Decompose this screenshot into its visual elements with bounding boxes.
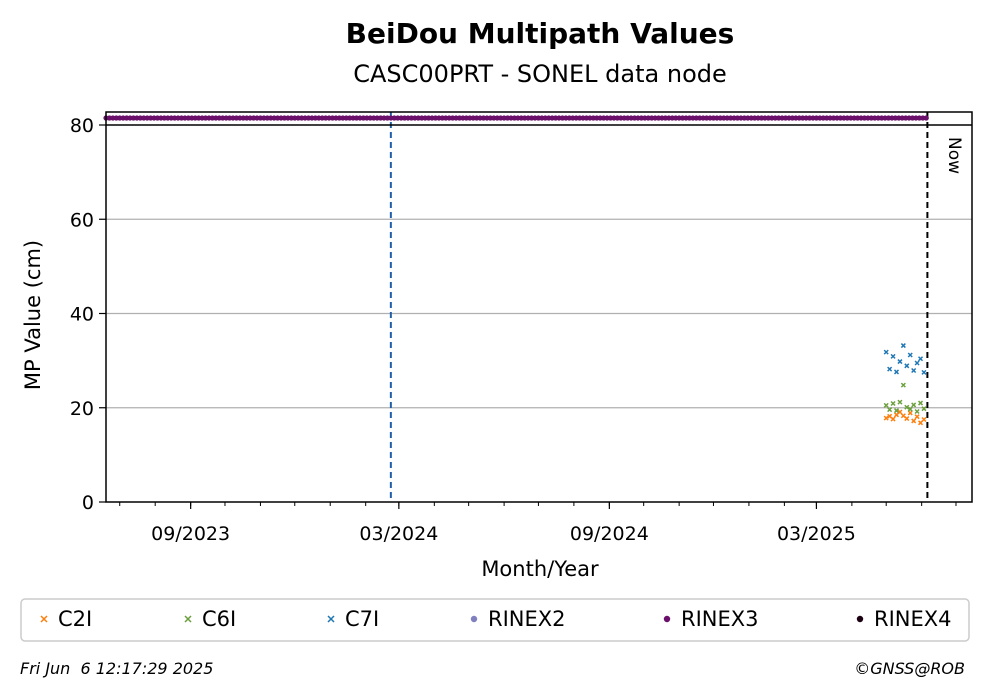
point-c2i	[890, 416, 896, 422]
legend-label-rinex4: RINEX4	[874, 607, 952, 631]
legend-box	[20, 598, 970, 642]
point-c6i	[904, 404, 910, 410]
point-c7i	[890, 353, 896, 359]
now-label: Now	[944, 137, 964, 174]
point-c2i	[921, 417, 927, 423]
point-c6i	[900, 382, 906, 388]
legend-label-rinex3: RINEX3	[681, 607, 759, 631]
point-c6i	[911, 402, 917, 408]
point-c2i	[914, 414, 920, 420]
legend-label-c6i: C6I	[202, 607, 236, 631]
y-tick-label: 0	[82, 492, 94, 514]
point-c6i	[914, 408, 920, 415]
legend-label-c7i: C7I	[345, 607, 379, 631]
x-axis-label: Month/Year	[481, 557, 599, 581]
point-c7i	[900, 343, 906, 349]
event-lines	[389, 112, 929, 502]
x-tick-label: 03/2024	[359, 523, 438, 545]
x-tick-label: 09/2023	[151, 523, 230, 545]
point-c6i	[907, 406, 913, 412]
point-c6i	[893, 408, 900, 414]
chart-subtitle: CASC00PRT - SONEL data node	[353, 60, 727, 88]
y-tick-label: 20	[70, 398, 94, 420]
point-c6i	[890, 400, 896, 407]
legend-marker-c2i	[40, 615, 48, 623]
y-tick-label: 40	[70, 304, 94, 326]
legend-marker-c7i	[327, 615, 335, 623]
point-c7i	[911, 367, 917, 374]
point-c7i	[887, 366, 893, 372]
point-c6i	[897, 399, 903, 405]
plot-frame	[106, 112, 972, 502]
point-c2i	[883, 415, 889, 421]
y-tick-label: 60	[70, 209, 94, 231]
footer-credit: ©GNSS@ROB	[854, 659, 965, 678]
footer-timestamp: Fri Jun 6 12:17:29 2025	[20, 659, 213, 678]
legend-label-c2i: C2I	[58, 607, 92, 631]
legend-marker-rinex2	[470, 615, 478, 623]
point-c6i	[883, 402, 889, 408]
legend-label-rinex2: RINEX2	[488, 607, 566, 631]
legend-marker-rinex4	[856, 615, 864, 623]
legend: C2I C6I C7I RINEX2 RINEX3 RINEX4	[20, 598, 970, 642]
plot-area: Now	[103, 111, 973, 503]
point-c2i	[904, 416, 910, 422]
point-c2i	[917, 420, 924, 426]
y-tick-label: 80	[70, 115, 94, 137]
point-c7i	[883, 349, 889, 355]
grid-lines	[106, 218, 972, 409]
point-c2i	[907, 410, 913, 416]
point-c7i	[921, 369, 927, 375]
axes: 0 20 40 60 80 09/2023 03/2024 09/2024 03/2025	[70, 115, 957, 545]
data-points	[103, 115, 929, 426]
point-c7i	[893, 369, 900, 375]
point-c6i	[917, 400, 924, 406]
point-c7i	[907, 352, 913, 358]
x-tick-label: 03/2025	[777, 523, 856, 545]
point-c2i	[911, 418, 917, 424]
point-c7i	[914, 360, 920, 366]
point-c6i	[921, 406, 927, 412]
point-c7i	[897, 359, 903, 365]
point-c2i	[897, 409, 903, 415]
plot-border	[105, 111, 973, 503]
x-tick-label: 09/2024	[570, 523, 649, 545]
chart-title: BeiDou Multipath Values	[346, 17, 735, 50]
point-c7i	[917, 356, 924, 362]
legend-marker-c6i	[184, 615, 192, 623]
point-c6i	[887, 407, 893, 413]
y-axis-label: MP Value (cm)	[21, 240, 45, 390]
point-rinex3	[923, 115, 929, 121]
point-c7i	[904, 363, 910, 369]
legend-marker-rinex3	[663, 615, 671, 623]
